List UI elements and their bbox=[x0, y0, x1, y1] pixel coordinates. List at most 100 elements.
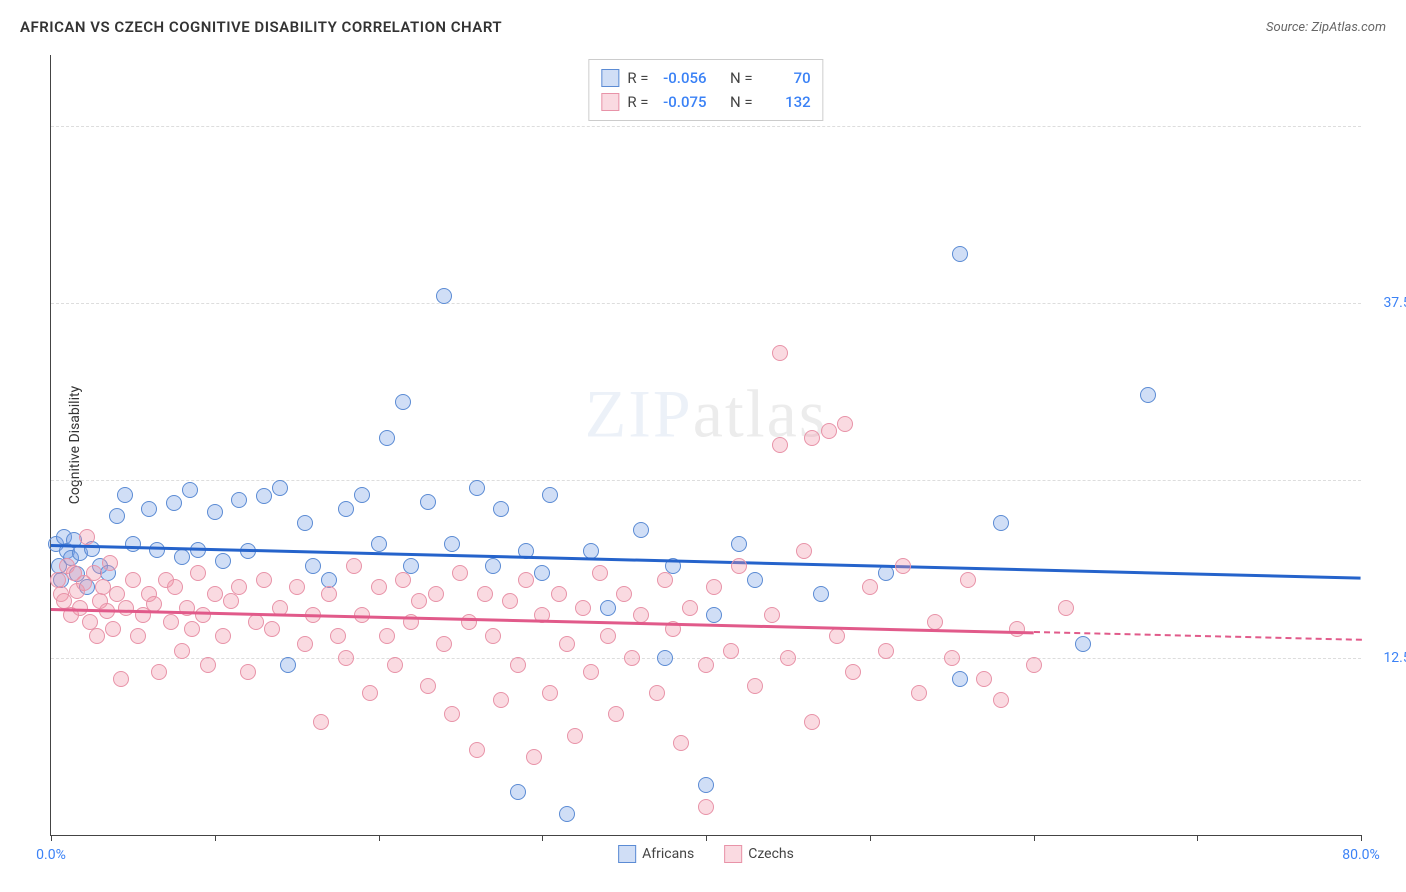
data-point bbox=[118, 600, 134, 616]
scatter-plot: Cognitive Disability ZIPatlas R =-0.056 … bbox=[50, 55, 1361, 836]
x-tick-label: 0.0% bbox=[36, 847, 66, 863]
data-point bbox=[772, 345, 788, 361]
data-point bbox=[682, 600, 698, 616]
data-point bbox=[559, 806, 575, 822]
legend-swatch bbox=[618, 845, 636, 863]
data-point bbox=[346, 558, 362, 574]
data-point bbox=[280, 657, 296, 673]
gridline bbox=[51, 126, 1361, 127]
y-tick-label: 37.5% bbox=[1366, 295, 1406, 311]
gridline bbox=[51, 303, 1361, 304]
data-point bbox=[845, 664, 861, 680]
data-point bbox=[1075, 636, 1091, 652]
data-point bbox=[469, 742, 485, 758]
data-point bbox=[895, 558, 911, 574]
data-point bbox=[231, 579, 247, 595]
data-point bbox=[1009, 621, 1025, 637]
legend-row: R =-0.056 N =70 bbox=[601, 66, 810, 90]
data-point bbox=[240, 664, 256, 680]
data-point bbox=[583, 664, 599, 680]
data-point bbox=[493, 692, 509, 708]
data-point bbox=[297, 515, 313, 531]
watermark-zip: ZIP bbox=[585, 375, 693, 451]
data-point bbox=[379, 430, 395, 446]
legend-row: R =-0.075 N =132 bbox=[601, 90, 810, 114]
data-point bbox=[215, 553, 231, 569]
legend-n-value: 70 bbox=[761, 66, 811, 90]
data-point bbox=[444, 536, 460, 552]
data-point bbox=[289, 579, 305, 595]
legend-correlation: R =-0.056 N =70R =-0.075 N =132 bbox=[588, 59, 823, 121]
data-point bbox=[113, 671, 129, 687]
data-point bbox=[89, 628, 105, 644]
data-point bbox=[371, 579, 387, 595]
data-point bbox=[436, 636, 452, 652]
data-point bbox=[993, 692, 1009, 708]
data-point bbox=[174, 549, 190, 565]
data-point bbox=[518, 572, 534, 588]
x-tick bbox=[1034, 835, 1035, 841]
legend-label: Africans bbox=[642, 846, 694, 862]
legend-swatch bbox=[601, 69, 619, 87]
x-tick bbox=[706, 835, 707, 841]
data-point bbox=[780, 650, 796, 666]
data-point bbox=[444, 706, 460, 722]
legend-item: Africans bbox=[618, 845, 694, 863]
data-point bbox=[86, 565, 102, 581]
data-point bbox=[109, 586, 125, 602]
data-point bbox=[731, 536, 747, 552]
data-point bbox=[1140, 387, 1156, 403]
data-point bbox=[452, 565, 468, 581]
x-tick bbox=[1197, 835, 1198, 841]
data-point bbox=[542, 487, 558, 503]
data-point bbox=[993, 515, 1009, 531]
x-tick bbox=[1361, 835, 1362, 841]
data-point bbox=[657, 650, 673, 666]
data-point bbox=[698, 657, 714, 673]
data-point bbox=[195, 607, 211, 623]
data-point bbox=[952, 671, 968, 687]
data-point bbox=[633, 522, 649, 538]
data-point bbox=[387, 657, 403, 673]
data-point bbox=[125, 572, 141, 588]
legend-item: Czechs bbox=[724, 845, 794, 863]
data-point bbox=[313, 714, 329, 730]
x-tick bbox=[870, 835, 871, 841]
data-point bbox=[673, 735, 689, 751]
data-point bbox=[723, 643, 739, 659]
data-point bbox=[747, 572, 763, 588]
data-point bbox=[174, 643, 190, 659]
data-point bbox=[813, 586, 829, 602]
data-point bbox=[264, 621, 280, 637]
data-point bbox=[166, 495, 182, 511]
data-point bbox=[493, 501, 509, 517]
data-point bbox=[976, 671, 992, 687]
data-point bbox=[510, 657, 526, 673]
data-point bbox=[559, 636, 575, 652]
data-point bbox=[698, 777, 714, 793]
data-point bbox=[649, 685, 665, 701]
data-point bbox=[163, 614, 179, 630]
legend-label: Czechs bbox=[748, 846, 794, 862]
legend-series: Africans Czechs bbox=[618, 845, 794, 863]
data-point bbox=[395, 572, 411, 588]
data-point bbox=[477, 586, 493, 602]
data-point bbox=[190, 565, 206, 581]
data-point bbox=[149, 542, 165, 558]
data-point bbox=[256, 572, 272, 588]
data-point bbox=[125, 536, 141, 552]
data-point bbox=[469, 480, 485, 496]
legend-n-label: N = bbox=[730, 66, 753, 90]
data-point bbox=[952, 246, 968, 262]
data-point bbox=[256, 488, 272, 504]
gridline bbox=[51, 480, 1361, 481]
data-point bbox=[272, 480, 288, 496]
data-point bbox=[804, 430, 820, 446]
y-axis-title: Cognitive Disability bbox=[67, 386, 83, 504]
data-point bbox=[600, 628, 616, 644]
data-point bbox=[485, 628, 501, 644]
data-point bbox=[837, 416, 853, 432]
data-point bbox=[338, 501, 354, 517]
data-point bbox=[747, 678, 763, 694]
legend-n-label: N = bbox=[730, 90, 753, 114]
